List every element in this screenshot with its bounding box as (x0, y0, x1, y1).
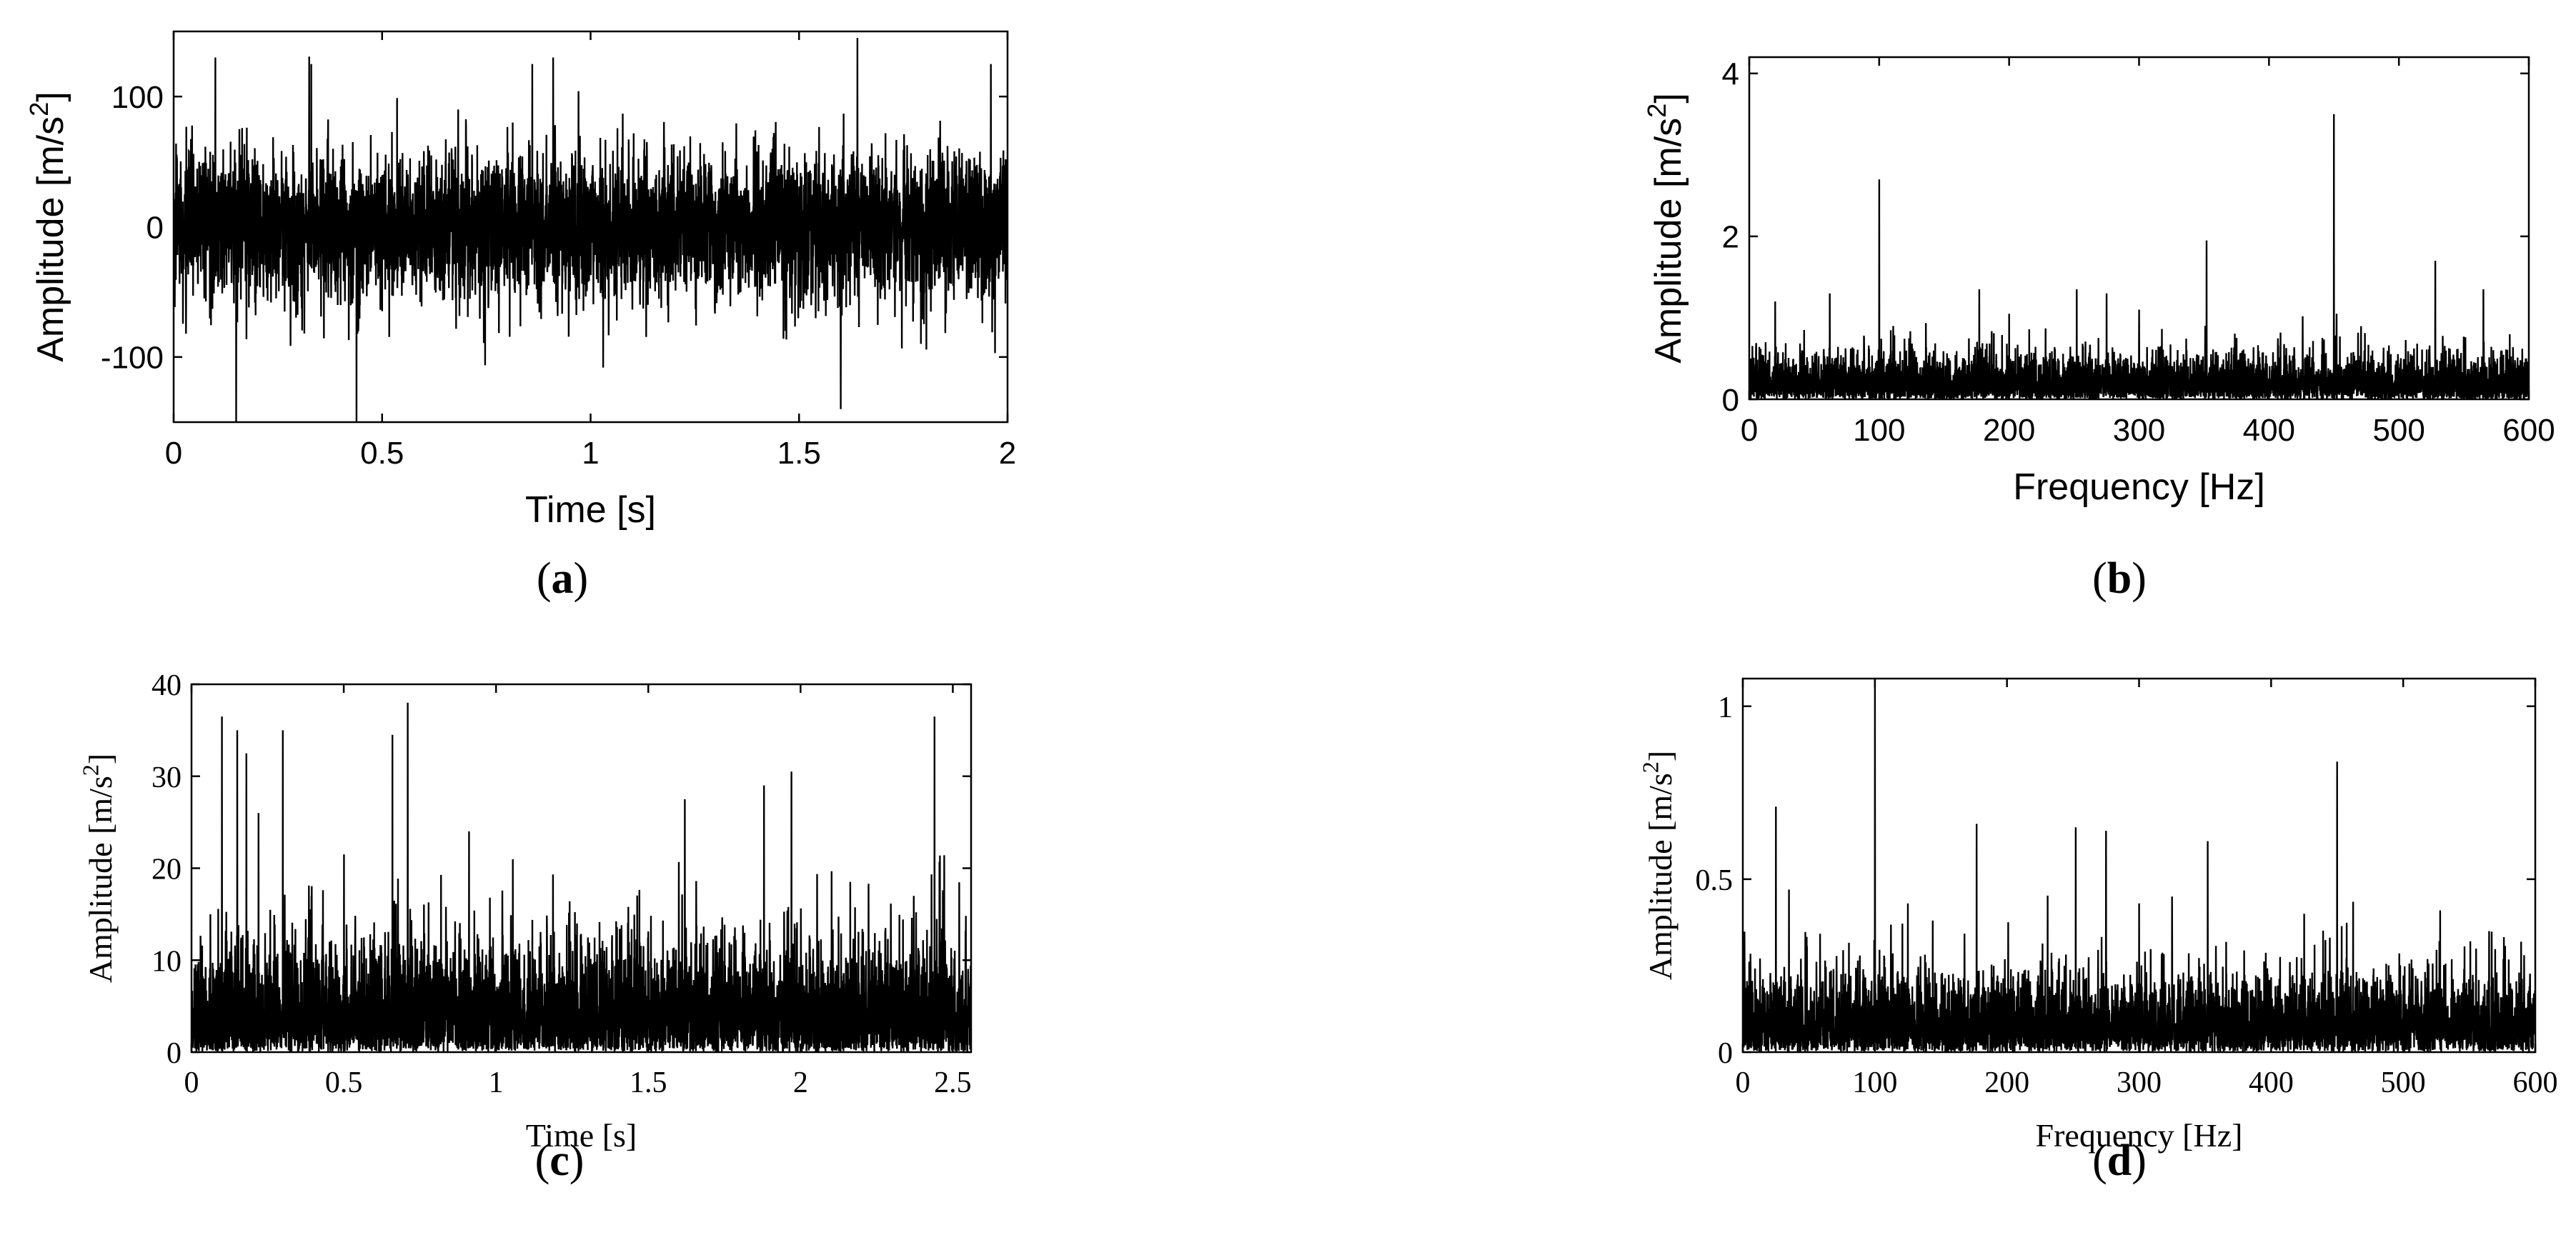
caption-letter: d (2107, 1136, 2132, 1185)
caption-open-paren: ( (2092, 554, 2107, 603)
x-tick-label-d: 300 (2117, 1066, 2162, 1099)
y-axis-label-sup-b: 2 (1642, 104, 1671, 118)
chart-panel-b: 0 100 200 300 400 500 600 0 2 4 Frequency [Hz] Ampl… (1642, 56, 2555, 603)
y-axis-label-main-a: Amplitude [m/s (30, 116, 71, 362)
caption-open-paren: ( (2092, 1136, 2107, 1185)
y-axis-label-end-c: ] (82, 754, 119, 764)
y-tick-label-c: 0 (166, 1037, 181, 1070)
x-tick-label-b: 100 (1853, 413, 1905, 448)
y-axis-label-main-d: Amplitude [m/s (1642, 773, 1679, 980)
series-line-c (192, 702, 971, 1052)
y-tick-label-a: -100 (101, 341, 164, 376)
x-axis-label-a: Time [s] (525, 489, 656, 531)
y-axis-label-end-a: ] (30, 91, 71, 101)
caption-close-paren: ) (2132, 554, 2147, 603)
x-tick-label-b: 500 (2372, 413, 2425, 448)
x-tick-label-d: 100 (1852, 1066, 1897, 1099)
x-tick-label-c: 2.5 (934, 1066, 972, 1099)
y-tick-label-c: 30 (151, 761, 181, 794)
caption-letter: a (552, 554, 574, 603)
y-axis-label-sup-c: 2 (78, 764, 104, 776)
x-tick-label-d: 500 (2381, 1066, 2426, 1099)
x-tick-label-b: 0 (1741, 413, 1758, 448)
series-line-a (174, 38, 1008, 422)
x-tick-label-a: 1.5 (777, 436, 821, 471)
y-axis-label-sup-a: 2 (24, 102, 54, 116)
caption-letter: b (2107, 554, 2132, 603)
y-axis-label-b: Amplitude [m/s2] (1642, 93, 1689, 364)
x-tick-label-d: 200 (1984, 1066, 2029, 1099)
x-tick-label-c: 1.5 (630, 1066, 667, 1099)
x-tick-label-a: 0.5 (360, 436, 404, 471)
x-tick-label-d: 0 (1736, 1066, 1751, 1099)
y-axis-label-d: Amplitude [m/s2] (1638, 751, 1679, 980)
y-tick-label-c: 40 (151, 669, 181, 702)
y-axis-label-end-b: ] (1648, 93, 1689, 103)
y-axis-label-a: Amplitude [m/s2] (24, 91, 71, 362)
y-tick-label-c: 10 (151, 945, 181, 978)
caption-open-paren: ( (537, 554, 552, 603)
x-tick-label-a: 2 (999, 436, 1016, 471)
x-tick-label-d: 400 (2249, 1066, 2294, 1099)
panel-caption-a: (a) (537, 554, 588, 603)
series-line-b (1749, 114, 2529, 399)
y-axis-label-c: Amplitude [m/s2] (78, 754, 119, 983)
chart-panel-d: 0 100 200 300 400 500 600 0 0.5 1 Frequency [Hz] Am… (1638, 677, 2558, 1185)
x-axis-label-d: Frequency [Hz] (2036, 1117, 2243, 1154)
x-tick-label-c: 0.5 (325, 1066, 363, 1099)
y-tick-label-b: 0 (1722, 383, 1739, 418)
y-tick-label-d: 0.5 (1696, 864, 1734, 897)
x-tick-label-c: 2 (793, 1066, 808, 1099)
caption-letter: c (549, 1136, 570, 1185)
x-tick-label-c: 0 (184, 1066, 199, 1099)
series-line-d (1743, 679, 2535, 1052)
panel-caption-d: (d) (2092, 1136, 2147, 1185)
caption-open-paren: ( (535, 1136, 550, 1185)
caption-close-paren: ) (574, 554, 589, 603)
y-tick-label-c: 20 (151, 854, 181, 886)
y-tick-label-b: 4 (1722, 57, 1739, 92)
chart-panel-c: 0 0.5 1 1.5 2 2.5 0 10 20 30 40 Time [s] Amplitude [… (78, 669, 973, 1185)
x-tick-label-d: 600 (2513, 1066, 2558, 1099)
x-tick-label-b: 200 (1983, 413, 2035, 448)
x-tick-label-b: 300 (2113, 413, 2165, 448)
x-tick-label-b: 600 (2502, 413, 2555, 448)
x-axis-label-c: Time [s] (526, 1117, 637, 1154)
caption-close-paren: ) (2132, 1136, 2147, 1185)
y-tick-label-d: 0 (1718, 1037, 1733, 1070)
x-axis-label-b: Frequency [Hz] (2013, 466, 2265, 508)
y-tick-label-a: 100 (111, 80, 164, 115)
x-tick-label-a: 1 (582, 436, 599, 471)
panel-caption-b: (b) (2092, 554, 2147, 603)
y-axis-label-end-d: ] (1642, 751, 1679, 761)
y-tick-label-a: 0 (146, 210, 164, 245)
y-axis-label-main-c: Amplitude [m/s (82, 776, 119, 983)
y-axis-label-sup-d: 2 (1638, 761, 1664, 773)
x-tick-label-b: 400 (2243, 413, 2295, 448)
x-tick-label-a: 0 (165, 436, 182, 471)
y-tick-label-d: 1 (1718, 691, 1733, 724)
caption-close-paren: ) (570, 1136, 585, 1185)
panel-caption-c: (c) (535, 1136, 585, 1185)
x-tick-label-c: 1 (489, 1066, 504, 1099)
y-tick-label-b: 2 (1722, 220, 1739, 255)
y-axis-label-main-b: Amplitude [m/s (1648, 118, 1689, 364)
